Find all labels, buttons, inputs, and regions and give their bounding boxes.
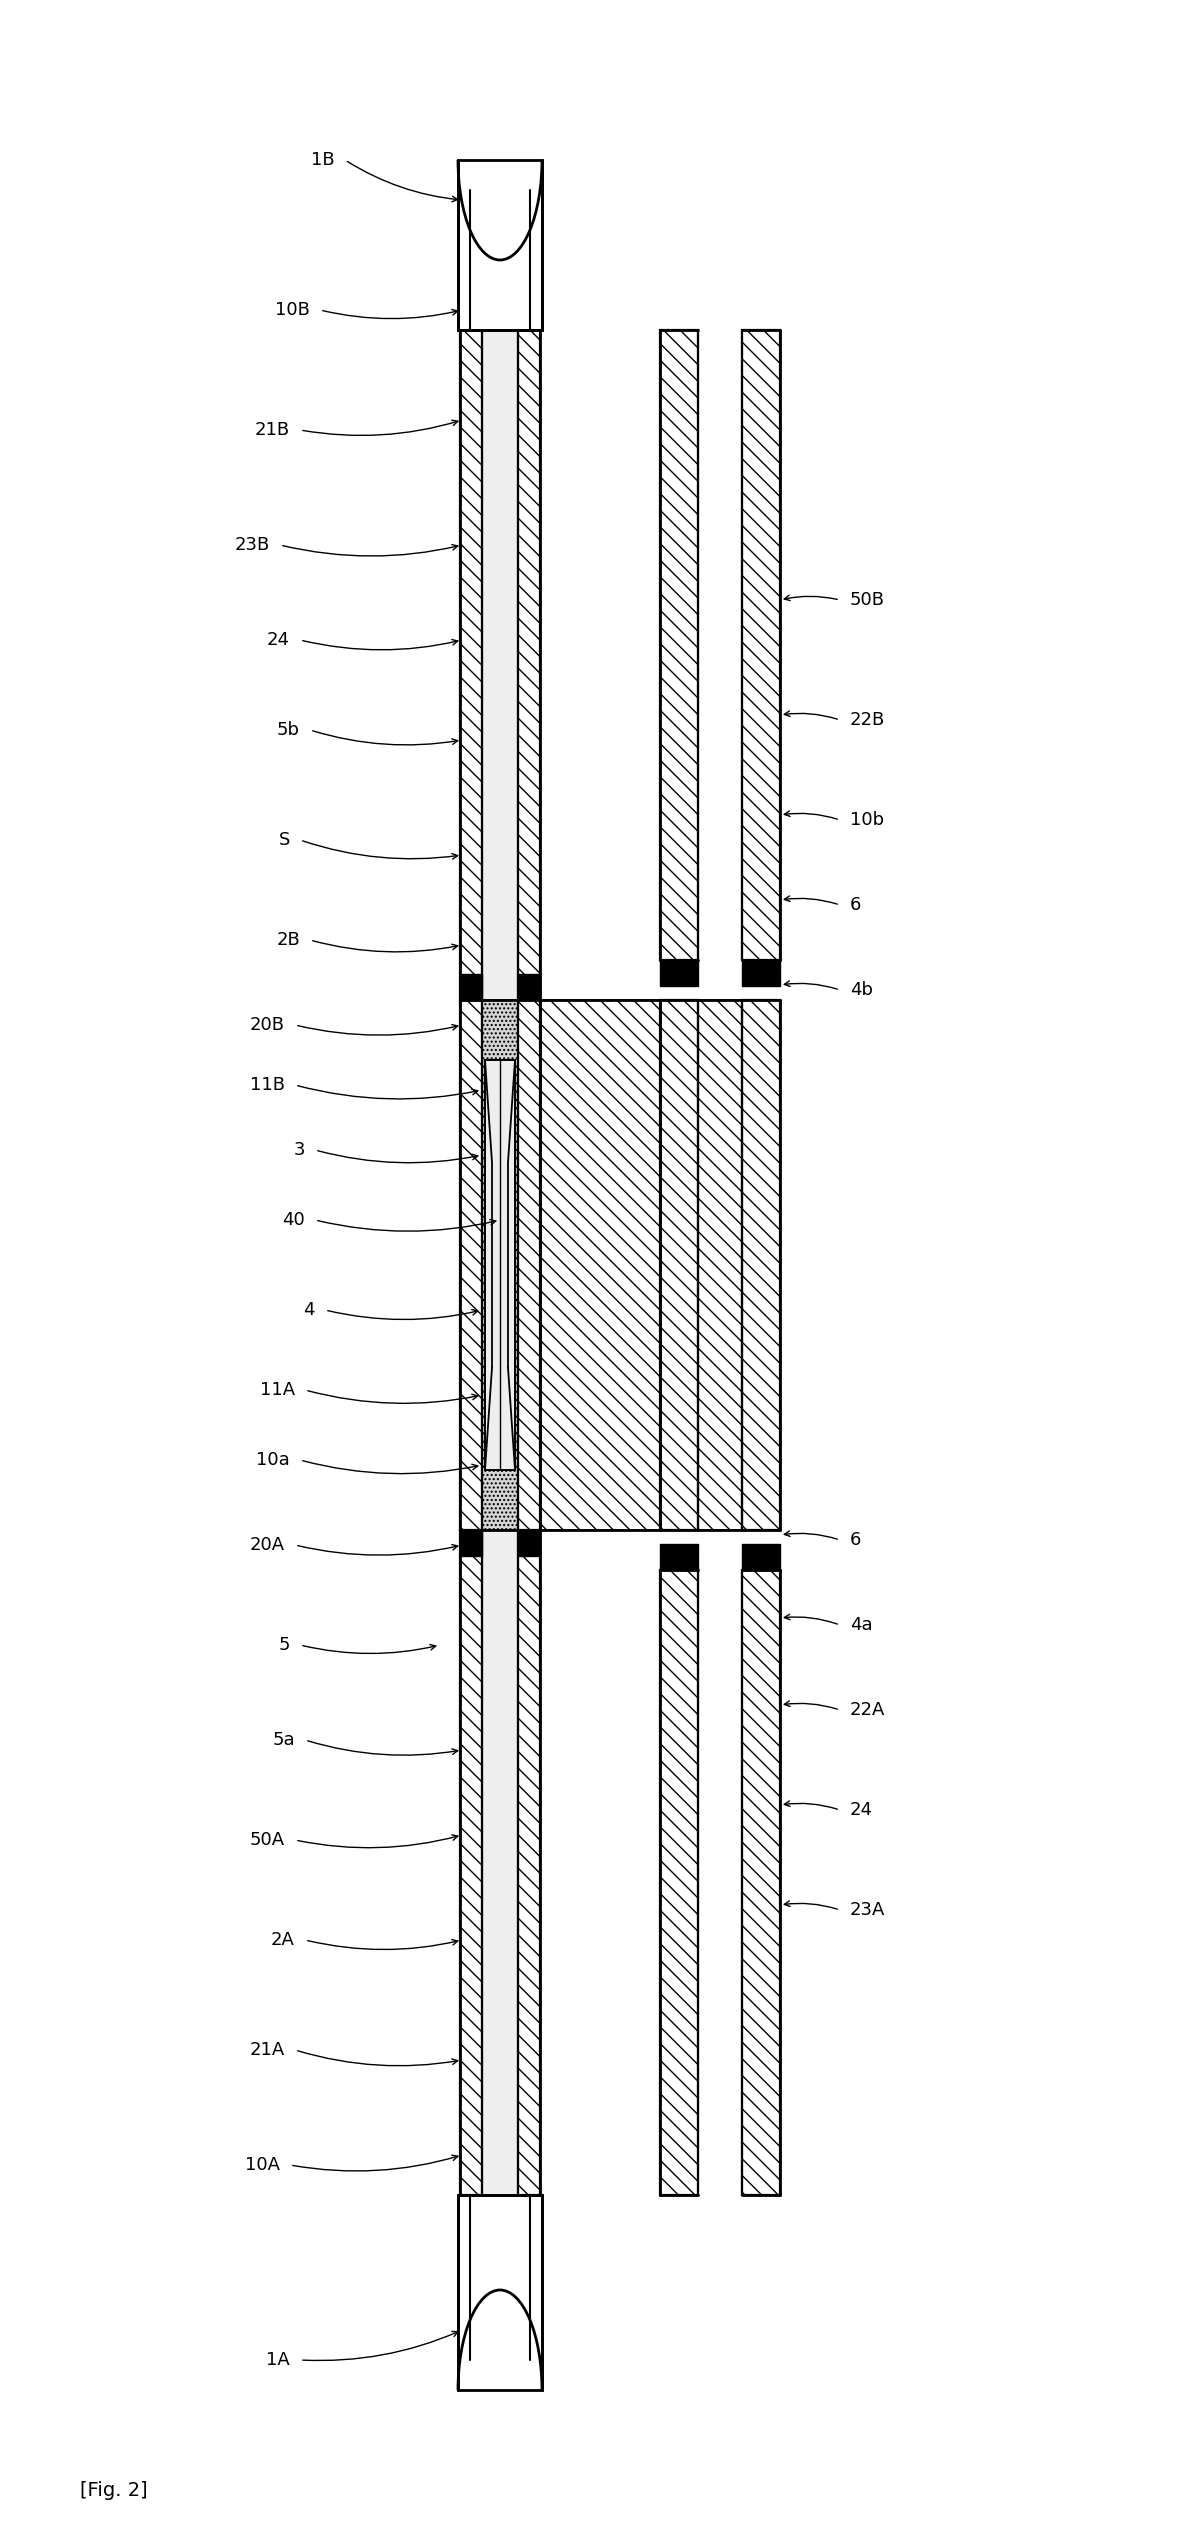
Text: 6: 6 xyxy=(851,896,861,913)
Bar xyxy=(518,329,539,999)
Bar xyxy=(460,974,481,999)
Text: 5: 5 xyxy=(278,1637,290,1655)
Bar xyxy=(460,1531,481,2196)
Text: 1B: 1B xyxy=(311,152,335,170)
Bar xyxy=(518,974,539,999)
Bar xyxy=(742,959,780,987)
Text: 11A: 11A xyxy=(260,1381,295,1399)
Bar xyxy=(458,159,542,329)
Text: 3: 3 xyxy=(293,1141,305,1159)
Bar xyxy=(481,999,518,1531)
Text: 50A: 50A xyxy=(250,1832,285,1849)
Text: 21A: 21A xyxy=(250,2042,285,2059)
Bar xyxy=(742,1571,780,2196)
Text: 10B: 10B xyxy=(276,301,310,319)
Text: 10b: 10b xyxy=(851,812,884,830)
Bar xyxy=(660,329,698,959)
Text: 24: 24 xyxy=(267,630,290,650)
Text: 5a: 5a xyxy=(272,1731,295,1748)
Bar xyxy=(539,999,660,1531)
Text: 50B: 50B xyxy=(851,592,885,610)
Text: 21B: 21B xyxy=(254,420,290,440)
Text: 10A: 10A xyxy=(245,2156,280,2173)
Bar xyxy=(742,329,780,959)
Text: 23A: 23A xyxy=(851,1900,885,1918)
Text: 10a: 10a xyxy=(257,1452,290,1470)
Bar xyxy=(458,2196,542,2391)
Text: 22A: 22A xyxy=(851,1700,885,1718)
Text: 2A: 2A xyxy=(271,1930,295,1948)
Text: 20B: 20B xyxy=(250,1017,285,1035)
Text: 20A: 20A xyxy=(250,1536,285,1553)
Bar xyxy=(481,329,518,999)
Text: 11B: 11B xyxy=(250,1075,285,1093)
Bar xyxy=(460,1531,481,1556)
Text: 4a: 4a xyxy=(851,1617,873,1634)
Text: 1A: 1A xyxy=(266,2350,290,2368)
Text: 2B: 2B xyxy=(277,931,300,949)
Bar xyxy=(460,999,481,1531)
Bar xyxy=(742,1543,780,1571)
Bar xyxy=(485,1060,515,1470)
Text: 22B: 22B xyxy=(851,711,885,729)
Text: 23B: 23B xyxy=(234,536,270,554)
Bar xyxy=(518,1531,539,1556)
Bar xyxy=(660,1543,698,1571)
Text: 4: 4 xyxy=(304,1300,315,1318)
Text: 6: 6 xyxy=(851,1531,861,1548)
Bar xyxy=(460,329,481,999)
Bar xyxy=(660,1571,698,2196)
Bar xyxy=(481,1531,518,2196)
Text: 4b: 4b xyxy=(851,982,873,999)
Text: [Fig. 2]: [Fig. 2] xyxy=(80,2479,148,2500)
Bar xyxy=(518,999,539,1531)
Text: S: S xyxy=(279,830,290,850)
Bar xyxy=(518,1531,539,2196)
Bar xyxy=(660,999,698,1531)
Bar xyxy=(742,999,780,1531)
Bar xyxy=(698,999,742,1531)
Text: 40: 40 xyxy=(283,1212,305,1230)
Text: 5b: 5b xyxy=(277,721,300,739)
Bar xyxy=(660,959,698,987)
Text: 24: 24 xyxy=(851,1801,873,1819)
